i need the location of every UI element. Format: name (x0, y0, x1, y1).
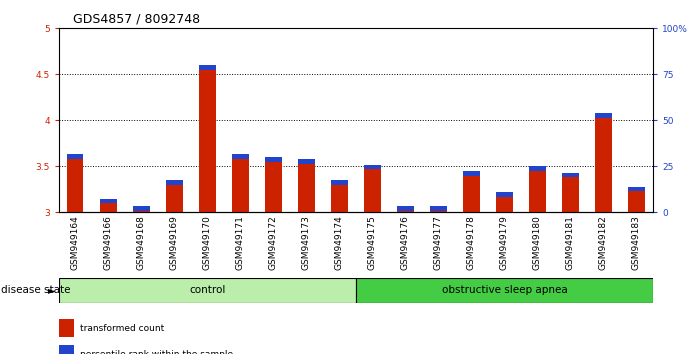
Bar (529, 166, 546, 171)
Text: GSM949182: GSM949182 (599, 216, 608, 270)
Text: GSM949171: GSM949171 (236, 216, 245, 270)
Bar (133, 206, 149, 211)
Bar (463, 171, 480, 212)
Bar (100, 199, 117, 203)
Text: GSM949176: GSM949176 (401, 216, 410, 270)
Bar (232, 154, 249, 212)
Bar (199, 65, 216, 70)
Text: ►: ► (48, 285, 55, 295)
Bar (595, 113, 612, 118)
Bar (356, 278, 653, 303)
Text: GSM949173: GSM949173 (302, 216, 311, 270)
Bar (463, 171, 480, 176)
Text: GSM949166: GSM949166 (104, 216, 113, 270)
Bar (595, 113, 612, 212)
Bar (628, 187, 645, 212)
Bar (430, 206, 446, 212)
Text: GSM949175: GSM949175 (368, 216, 377, 270)
Bar (628, 187, 645, 191)
Bar (364, 165, 381, 212)
Bar (298, 159, 314, 212)
Text: GSM949180: GSM949180 (533, 216, 542, 270)
Bar (166, 180, 182, 212)
Bar (166, 180, 182, 185)
Text: GSM949169: GSM949169 (170, 216, 179, 270)
Bar (331, 180, 348, 212)
Text: GSM949170: GSM949170 (202, 216, 212, 270)
Bar (562, 173, 578, 177)
Bar (133, 206, 149, 212)
Text: GSM949177: GSM949177 (434, 216, 443, 270)
Bar (496, 192, 513, 212)
Bar (100, 199, 117, 212)
Bar (562, 173, 578, 212)
Bar (496, 192, 513, 197)
Bar (67, 154, 84, 159)
Bar (430, 206, 446, 211)
Bar (364, 165, 381, 169)
Bar (59, 278, 356, 303)
Bar (199, 65, 216, 212)
Text: GSM949178: GSM949178 (467, 216, 476, 270)
Text: GSM949168: GSM949168 (137, 216, 146, 270)
Bar (298, 159, 314, 164)
Bar (265, 157, 281, 162)
Bar (232, 154, 249, 159)
Text: GSM949174: GSM949174 (335, 216, 344, 270)
Bar (397, 206, 414, 212)
Bar (59, 345, 74, 354)
Text: disease state: disease state (1, 285, 70, 295)
Text: GSM949172: GSM949172 (269, 216, 278, 270)
Bar (59, 319, 74, 337)
Text: control: control (189, 285, 225, 295)
Text: GDS4857 / 8092748: GDS4857 / 8092748 (73, 12, 200, 25)
Bar (397, 206, 414, 211)
Bar (529, 166, 546, 212)
Bar (265, 157, 281, 212)
Text: GSM949179: GSM949179 (500, 216, 509, 270)
Bar (67, 154, 84, 212)
Text: percentile rank within the sample: percentile rank within the sample (79, 350, 233, 354)
Text: GSM949183: GSM949183 (632, 216, 641, 270)
Text: transformed count: transformed count (79, 324, 164, 333)
Text: GSM949181: GSM949181 (566, 216, 575, 270)
Text: obstructive sleep apnea: obstructive sleep apnea (442, 285, 567, 295)
Bar (331, 180, 348, 185)
Text: GSM949164: GSM949164 (70, 216, 79, 270)
